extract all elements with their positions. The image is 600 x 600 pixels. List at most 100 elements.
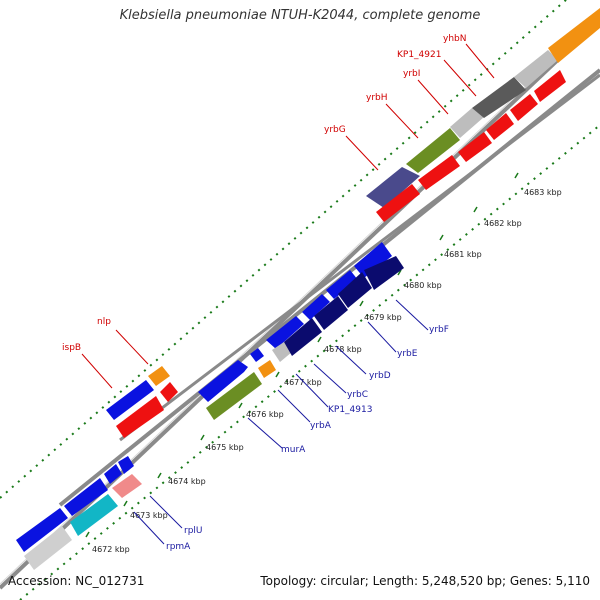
tick-label: 4675 kbp: [206, 443, 244, 452]
gene-red-left[interactable]: [160, 382, 178, 402]
gene-label[interactable]: rplU: [184, 526, 203, 536]
gene-label[interactable]: KP1_4921: [397, 50, 441, 60]
gene-yrbI[interactable]: [450, 108, 484, 138]
gene-rpmA[interactable]: [70, 494, 118, 536]
tick-label: 4683 kbp: [524, 188, 562, 197]
gene-yrbF[interactable]: [354, 242, 392, 278]
gene-yrbH[interactable]: [406, 128, 460, 173]
backbone-lower: [119, 73, 600, 442]
gene-cluster-middle: [198, 242, 404, 420]
gene-label[interactable]: yhbN: [443, 34, 466, 44]
gene-ispB[interactable]: [106, 380, 154, 420]
connector-rplU: [149, 495, 183, 529]
connector-KP1_4913: [295, 373, 329, 408]
tick-labels: 4672 kbp 4673 kbp 4674 kbp 4675 kbp 4676…: [92, 188, 562, 554]
gene-nlp[interactable]: [148, 366, 170, 386]
gene-rplU[interactable]: [112, 474, 142, 498]
gene-navy-middle[interactable]: [314, 296, 348, 330]
tick-mark: [157, 472, 162, 479]
gene-label[interactable]: yrbD: [369, 371, 391, 381]
tick-marks: [85, 172, 519, 538]
gene-blue-lower[interactable]: [16, 508, 68, 552]
tick-mark: [85, 531, 90, 538]
gene-label[interactable]: yrbF: [429, 325, 449, 335]
tick-label: 4680 kbp: [404, 281, 442, 290]
gene-navy-middle[interactable]: [284, 318, 322, 356]
gene-blue-lower[interactable]: [64, 478, 108, 516]
gene-label[interactable]: KP1_4913: [328, 405, 372, 415]
gene-orange-middle[interactable]: [258, 360, 276, 378]
tick-label: 4677 kbp: [284, 378, 322, 387]
gene-label[interactable]: nlp: [97, 317, 111, 327]
gene-label[interactable]: yrbA: [310, 421, 332, 431]
gene-labels-reverse: yrbF yrbE yrbD yrbC KP1_4913 yrbA murA r…: [166, 325, 449, 552]
gene-navy-middle[interactable]: [338, 272, 372, 308]
label-connectors-forward: [81, 43, 495, 389]
tick-label: 4673 kbp: [130, 511, 168, 520]
connector-yrbD: [335, 345, 367, 375]
scale-line-outer: [0, 0, 568, 499]
gene-navy-middle[interactable]: [364, 256, 404, 290]
gene-red-upper[interactable]: [486, 113, 514, 140]
gene-yrbC[interactable]: [266, 316, 304, 349]
connector-yrbG: [345, 135, 379, 171]
connector-yrbH: [385, 103, 419, 139]
gene-label[interactable]: murA: [281, 445, 306, 455]
connector-yhbN: [465, 43, 495, 79]
tick-mark: [359, 300, 364, 307]
gene-red-upper[interactable]: [458, 132, 492, 162]
gene-murA[interactable]: [206, 372, 262, 420]
gene-cluster-left: [106, 366, 178, 438]
tick-mark: [123, 500, 128, 507]
connector-yrbE: [367, 321, 397, 353]
gene-red-upper[interactable]: [418, 155, 460, 190]
tick-label: 4676 kbp: [246, 410, 284, 419]
gene-yrbE[interactable]: [326, 270, 358, 299]
gene-cluster-lower: [16, 456, 142, 570]
gene-label[interactable]: yrbC: [347, 390, 368, 400]
connector-rpmA: [133, 511, 165, 545]
tick-mark: [238, 402, 243, 409]
gene-yrbG[interactable]: [366, 167, 420, 208]
gene-red-upper[interactable]: [510, 94, 538, 121]
tick-label: 4679 kbp: [364, 313, 402, 322]
connector-yrbC: [313, 363, 347, 394]
tick-mark: [317, 336, 322, 343]
gene-blue-lower[interactable]: [104, 464, 122, 484]
gene-red-upper[interactable]: [534, 70, 566, 102]
tick-label: 4678 kbp: [324, 345, 362, 354]
gene-KP1_4913[interactable]: [250, 348, 264, 362]
connector-yrbF: [395, 299, 429, 331]
gene-red-upper[interactable]: [376, 184, 420, 222]
gene-label[interactable]: yrbH: [366, 93, 388, 103]
connector-KP1_4921: [443, 59, 477, 97]
gene-labels-forward: yhbN KP1_4921 yrbI yrbH yrbG nlp ispB: [62, 34, 466, 353]
label-connectors-reverse: [133, 299, 429, 545]
accession-text: Accession: NC_012731: [8, 574, 145, 588]
scale-line-inner: [19, 124, 600, 600]
gene-label[interactable]: yrbG: [324, 125, 346, 135]
gene-label[interactable]: yrbI: [403, 69, 420, 79]
tick-label: 4674 kbp: [168, 477, 206, 486]
gene-yhbN[interactable]: [514, 50, 558, 88]
gene-label[interactable]: rpmA: [166, 542, 191, 552]
gene-yrbD[interactable]: [302, 294, 330, 320]
gene-gray-lower[interactable]: [24, 526, 72, 570]
gene-label[interactable]: ispB: [62, 343, 81, 353]
connector-yrbA: [277, 389, 311, 423]
tick-mark: [473, 206, 478, 213]
gene-red-left[interactable]: [116, 396, 164, 438]
connector-nlp: [115, 329, 149, 365]
tick-label: 4682 kbp: [484, 219, 522, 228]
connector-yrbI: [417, 79, 449, 115]
gene-blue-lower[interactable]: [118, 456, 134, 474]
gene-orange-upper[interactable]: [548, 8, 600, 63]
gene-yrbA[interactable]: [198, 360, 248, 402]
gene-KP1_4921[interactable]: [472, 77, 526, 118]
connector-murA: [247, 417, 283, 449]
genome-summary-text: Topology: circular; Length: 5,248,520 bp…: [260, 574, 590, 588]
gene-label[interactable]: yrbE: [397, 349, 418, 359]
